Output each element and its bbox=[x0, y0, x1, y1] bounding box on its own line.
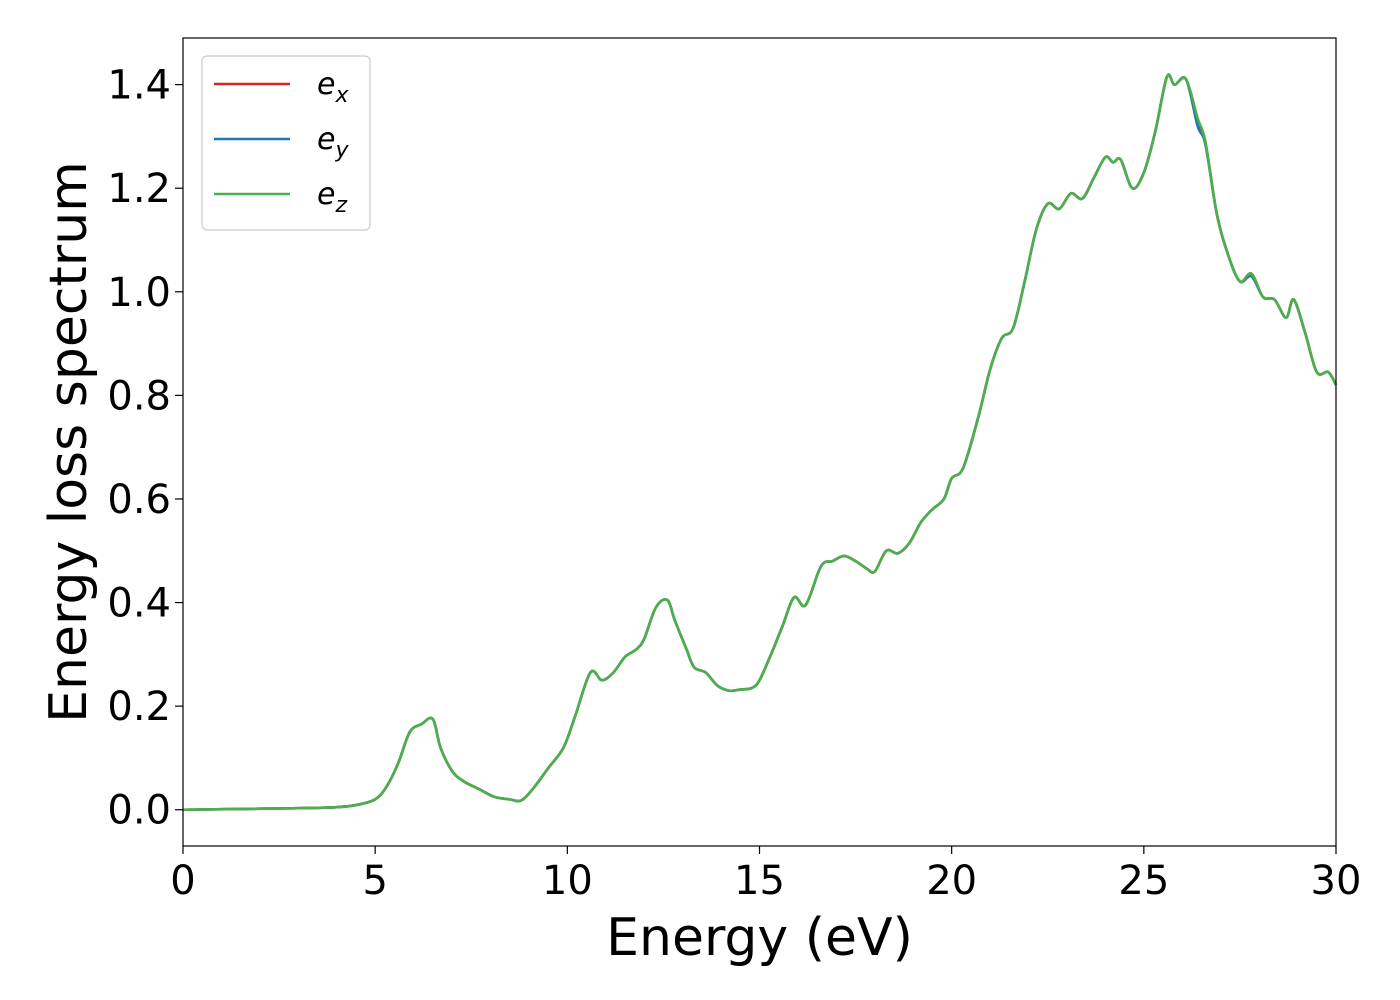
x-tick-label: 30 bbox=[1311, 858, 1362, 904]
y-tick-label: 0.8 bbox=[107, 373, 171, 419]
x-tick-label: 20 bbox=[926, 858, 977, 904]
y-tick-label: 0.2 bbox=[107, 684, 171, 730]
x-tick-label: 0 bbox=[170, 858, 195, 904]
x-axis: 0 5 10 15 20 25 30 bbox=[170, 846, 1361, 904]
y-tick-label: 0.4 bbox=[107, 581, 171, 627]
series-line-z bbox=[182, 73, 1338, 812]
x-axis-title: Energy (eV) bbox=[606, 908, 913, 968]
series-layer bbox=[182, 73, 1338, 812]
x-tick-label: 15 bbox=[734, 858, 785, 904]
y-tick-label: 0.0 bbox=[107, 788, 171, 834]
legend-label-z: ez bbox=[317, 177, 347, 218]
legend-label-y: ey bbox=[317, 122, 349, 163]
legend-box bbox=[201, 55, 371, 231]
legend: ex ey ez bbox=[201, 55, 371, 231]
y-tick-label: 0.6 bbox=[107, 477, 171, 523]
y-tick-label: 1.0 bbox=[107, 270, 171, 316]
y-tick-label: 1.4 bbox=[107, 63, 171, 109]
legend-label-x: ex bbox=[317, 67, 349, 108]
y-axis-title: Energy loss spectrum bbox=[39, 161, 99, 723]
x-tick-label: 10 bbox=[542, 858, 593, 904]
y-axis: 0.0 0.2 0.4 0.6 0.8 1.0 1.2 1.4 bbox=[107, 63, 183, 834]
y-tick-label: 1.2 bbox=[107, 166, 171, 212]
x-tick-label: 25 bbox=[1118, 858, 1169, 904]
x-tick-label: 5 bbox=[362, 858, 387, 904]
